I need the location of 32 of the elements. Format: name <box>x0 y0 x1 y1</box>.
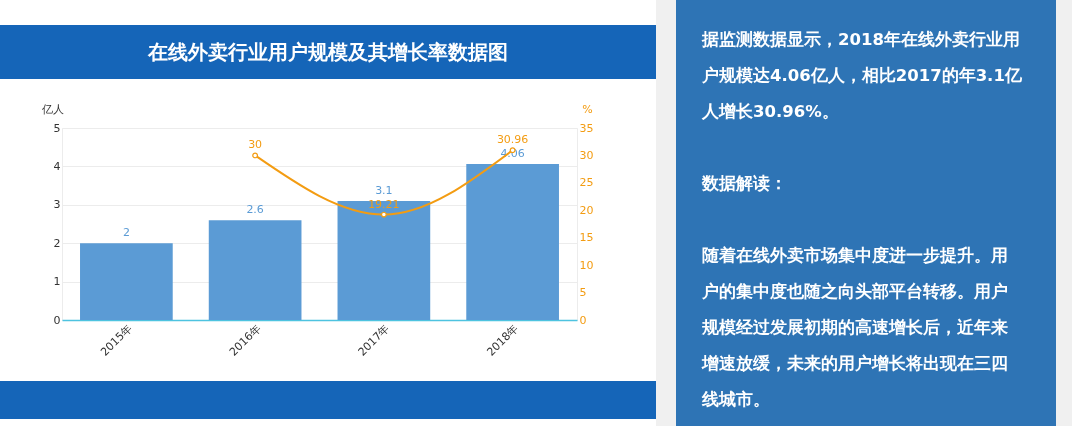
y-tick-label: 2 <box>53 236 61 250</box>
y2-tick-label: 20 <box>579 203 594 217</box>
y-tick-label: 0 <box>53 313 61 327</box>
bar <box>466 164 559 320</box>
bar <box>337 200 431 320</box>
y2-tick-label: 25 <box>579 176 594 190</box>
y2-tick-label: 0 <box>579 313 587 327</box>
y2-tick-label: 5 <box>579 286 587 300</box>
bar <box>80 243 173 320</box>
y2-tick-label: 15 <box>579 231 594 245</box>
y2-tick-label: 35 <box>579 121 594 135</box>
data-label: 2 <box>122 226 130 240</box>
data-label: 30 <box>248 138 263 152</box>
point <box>252 152 259 159</box>
chart-title: 在线外卖行业用户规模及其增长率数据图 <box>0 25 656 79</box>
y2-tick-label: 10 <box>579 258 594 272</box>
text: 数据解读： <box>702 173 788 195</box>
y-axis-title: 亿人 <box>40 102 64 116</box>
data-label: 3.1 <box>375 183 393 197</box>
y2-tick-label: 30 <box>579 148 594 162</box>
y-tick-label: 5 <box>53 121 61 135</box>
point <box>380 211 387 218</box>
y-tick-label: 1 <box>53 275 61 289</box>
text: 据监测数据显示，2018年在线外卖行业用户规模达4.06亿人，相比2017的年3.1亿人增长30.96%。 <box>702 29 1022 123</box>
bar <box>208 220 302 320</box>
data-label: 19.21 <box>368 197 400 211</box>
y-tick-label: 4 <box>53 159 61 173</box>
y2-axis-title: % <box>582 102 593 116</box>
y-tick-label: 3 <box>53 198 61 212</box>
data-label: 30.96 <box>496 133 529 147</box>
text: 随着在线外卖市场集中度进一步提升。用户的集中度也随之向头部平台转移。用户规模经过发展初期的高速增长后，近年来增速放缓，未来的用户增长将出现在三四线城市。 <box>702 245 1009 411</box>
data-label: 2.6 <box>246 203 264 217</box>
